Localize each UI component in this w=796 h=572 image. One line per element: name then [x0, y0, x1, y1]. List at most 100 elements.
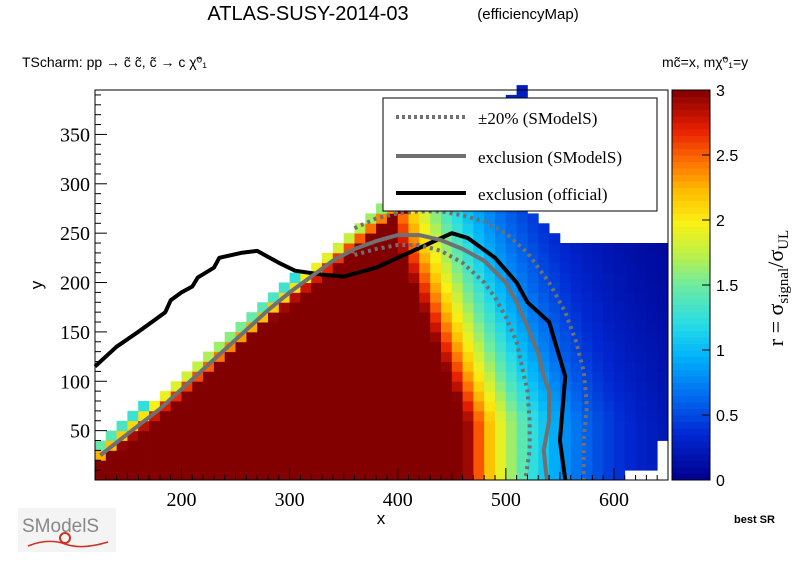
heatmap-cell — [603, 381, 615, 392]
heatmap-cell — [419, 322, 431, 333]
heatmap-cell — [311, 331, 323, 343]
heatmap-cell — [603, 430, 615, 441]
heatmap-cell — [624, 341, 636, 353]
heatmap-cell — [365, 312, 377, 323]
colorbar-segment — [672, 408, 710, 416]
heatmap-cell — [635, 262, 647, 274]
heatmap-cell — [300, 351, 312, 362]
heatmap-cell — [592, 381, 604, 392]
heatmap-cell — [213, 381, 226, 392]
heatmap-cell — [397, 351, 409, 362]
heatmap-cell — [441, 430, 453, 441]
heatmap-cell — [149, 401, 161, 412]
heatmap-cell — [224, 420, 236, 432]
heatmap-cell — [549, 371, 561, 382]
heatmap-cell — [473, 262, 485, 274]
heatmap-cell — [462, 410, 474, 422]
heatmap-cell — [635, 430, 647, 441]
heatmap-cell — [397, 420, 409, 432]
heatmap-cell — [213, 391, 226, 402]
heatmap-cell — [473, 312, 485, 323]
heatmap-cell — [613, 401, 626, 412]
heatmap-cell — [581, 341, 593, 353]
heatmap-cell — [505, 470, 517, 481]
heatmap-cell — [192, 361, 204, 372]
heatmap-cell — [386, 361, 399, 372]
heatmap-cell — [527, 292, 539, 303]
chart-subtitle: (efficiencyMap) — [477, 6, 578, 23]
heatmap-cell — [365, 322, 377, 333]
heatmap-cell — [397, 470, 409, 481]
heatmap-cell — [419, 391, 431, 402]
heatmap-cell — [408, 302, 420, 313]
heatmap-cell — [397, 262, 409, 274]
heatmap-cell — [516, 351, 528, 362]
heatmap-cell — [332, 292, 344, 303]
heatmap-cell — [430, 450, 442, 461]
heatmap-cell — [376, 322, 388, 333]
heatmap-cell — [203, 371, 215, 382]
heatmap-cell — [300, 272, 312, 283]
heatmap-cell — [354, 302, 366, 313]
heatmap-cell — [386, 312, 399, 323]
heatmap-cell — [581, 460, 593, 471]
heatmap-cell — [527, 252, 539, 264]
heatmap-cell — [441, 341, 453, 353]
heatmap-cell — [311, 292, 323, 303]
heatmap-cell — [311, 391, 323, 402]
heatmap-cell — [441, 450, 453, 461]
heatmap-cell — [646, 420, 658, 432]
heatmap-cell — [365, 331, 377, 343]
heatmap-cell — [581, 302, 593, 313]
heatmap-cell — [462, 420, 474, 432]
heatmap-cell — [635, 292, 647, 303]
heatmap-cell — [386, 272, 399, 283]
heatmap-cell — [203, 410, 215, 422]
heatmap-cell — [505, 430, 517, 441]
heatmap-cell — [473, 331, 485, 343]
colorbar-segment — [672, 174, 710, 182]
heatmap-cell — [430, 243, 442, 254]
heatmap-cell — [570, 371, 582, 382]
heatmap-cell — [657, 322, 669, 333]
heatmap-cell — [451, 302, 463, 313]
heatmap-cell — [105, 430, 117, 441]
colorbar-segment — [672, 473, 710, 481]
heatmap-cell — [549, 460, 561, 471]
heatmap-cell — [635, 440, 647, 451]
heatmap-cell — [322, 252, 334, 264]
heatmap-cell — [408, 401, 420, 412]
heatmap-cell — [484, 331, 496, 343]
colorbar-segment — [672, 389, 710, 396]
heatmap-cell — [462, 292, 474, 303]
heatmap-cell — [430, 460, 442, 471]
heatmap-cell — [624, 272, 636, 283]
heatmap-cell — [300, 282, 312, 293]
heatmap-cell — [516, 233, 528, 244]
heatmap-cell — [332, 302, 344, 313]
heatmap-cell — [311, 460, 323, 471]
heatmap-cell — [289, 410, 301, 422]
heatmap-cell — [505, 282, 517, 293]
heatmap-cell — [343, 440, 355, 451]
heatmap-cell — [570, 430, 582, 441]
heatmap-cell — [192, 401, 204, 412]
heatmap-cell — [408, 322, 420, 333]
heatmap-cell — [527, 401, 539, 412]
heatmap-cell — [386, 371, 399, 382]
heatmap-cell — [549, 233, 561, 244]
heatmap-cell — [527, 223, 539, 234]
heatmap-cell — [386, 223, 399, 234]
heatmap-cell — [365, 381, 377, 392]
heatmap-cell — [570, 351, 582, 362]
heatmap-cell — [386, 450, 399, 461]
heatmap-cell — [484, 391, 496, 402]
heatmap-cell — [289, 470, 301, 481]
heatmap-cell — [386, 262, 399, 274]
heatmap-cell — [246, 351, 258, 362]
heatmap-cell — [376, 401, 388, 412]
heatmap-cell — [343, 420, 355, 432]
heatmap-cell — [495, 440, 507, 451]
heatmap-cell — [376, 460, 388, 471]
heatmap-cell — [646, 430, 658, 441]
